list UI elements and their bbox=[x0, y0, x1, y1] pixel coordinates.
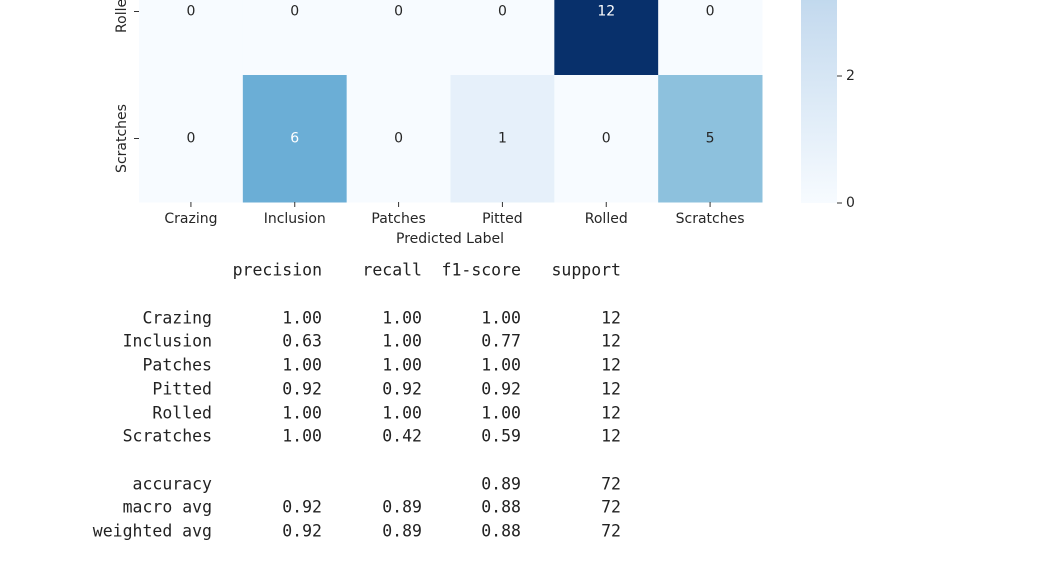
colorbar-tick-label: 0 bbox=[846, 195, 855, 211]
report-cell: 1.00 bbox=[382, 356, 422, 375]
report-cell: 1.00 bbox=[382, 332, 422, 351]
report-cell: 12 bbox=[601, 427, 621, 446]
report-cell: 0.92 bbox=[382, 380, 422, 399]
heatmap-cell bbox=[139, 75, 244, 203]
cell-value: 0 bbox=[498, 4, 507, 20]
report-cell: 1.00 bbox=[282, 309, 322, 328]
cell-value: 0 bbox=[186, 4, 195, 20]
heatmap-cell bbox=[242, 75, 348, 203]
report-cell: 1.00 bbox=[282, 404, 322, 423]
report-row-label: Crazing bbox=[142, 309, 212, 328]
report-row-label: Patches bbox=[142, 356, 212, 375]
cell-value: 0 bbox=[706, 4, 715, 20]
y-tick-label: Rolled bbox=[114, 0, 130, 33]
report-cell: 1.00 bbox=[382, 309, 422, 328]
report-cell: 12 bbox=[601, 356, 621, 375]
x-tick-label: Crazing bbox=[164, 211, 217, 227]
report-cell: 0.59 bbox=[481, 427, 521, 446]
cell-value: 1 bbox=[498, 131, 507, 147]
report-cell: 0.92 bbox=[282, 498, 322, 517]
heatmap-cell bbox=[554, 75, 659, 203]
report-cell: 0.92 bbox=[282, 522, 322, 541]
heatmap-cell bbox=[554, 0, 659, 76]
cell-value: 0 bbox=[290, 4, 299, 20]
report-cell: 1.00 bbox=[481, 356, 521, 375]
x-axis-label: Predicted Label bbox=[396, 231, 504, 247]
report-header: f1-score bbox=[442, 261, 521, 280]
report-row-label: Rolled bbox=[152, 404, 212, 423]
report-cell: 0.88 bbox=[481, 498, 521, 517]
heatmap-cell bbox=[658, 0, 763, 76]
report-cell: 12 bbox=[601, 332, 621, 351]
report-cell: 0.63 bbox=[282, 332, 322, 351]
cell-value: 0 bbox=[394, 4, 403, 20]
report-cell: 0.88 bbox=[481, 522, 521, 541]
x-tick-label: Inclusion bbox=[264, 211, 326, 227]
heatmap-cell bbox=[450, 0, 555, 76]
report-row-label: macro avg bbox=[123, 498, 212, 517]
colorbar bbox=[801, 0, 837, 203]
report-cell: 12 bbox=[601, 404, 621, 423]
report-cell: 72 bbox=[601, 475, 621, 494]
colorbar-tick-label: 2 bbox=[846, 68, 855, 84]
report-cell: 0.42 bbox=[382, 427, 422, 446]
report-cell: 1.00 bbox=[481, 404, 521, 423]
report-cell: 72 bbox=[601, 498, 621, 517]
report-cell: 0.77 bbox=[481, 332, 521, 351]
report-cell: 1.00 bbox=[282, 427, 322, 446]
report-cell: 1.00 bbox=[282, 356, 322, 375]
report-cell: 0.89 bbox=[382, 498, 422, 517]
report-cell: 12 bbox=[601, 380, 621, 399]
report-header: support bbox=[551, 261, 621, 280]
x-tick-label: Rolled bbox=[585, 211, 628, 227]
report-header: precision bbox=[233, 261, 322, 280]
cell-value: 6 bbox=[290, 131, 299, 147]
report-header: recall bbox=[362, 261, 422, 280]
report-row-label: Pitted bbox=[152, 380, 212, 399]
report-cell: 0.92 bbox=[481, 380, 521, 399]
report-row-label: Scratches bbox=[123, 427, 212, 446]
heatmap-cell bbox=[658, 75, 763, 203]
heatmap-cell bbox=[346, 0, 451, 76]
report-cell: 12 bbox=[601, 309, 621, 328]
report-row-label: weighted avg bbox=[93, 522, 212, 541]
report-row-label: accuracy bbox=[133, 475, 213, 494]
y-tick-label: Scratches bbox=[114, 104, 130, 173]
heatmap-cell bbox=[242, 0, 348, 76]
heatmap-cell bbox=[346, 75, 451, 203]
report-row-label: Inclusion bbox=[123, 332, 212, 351]
heatmap-cell bbox=[139, 0, 244, 76]
report-cell: 0.89 bbox=[481, 475, 521, 494]
report-cell: 0.89 bbox=[382, 522, 422, 541]
x-tick-label: Pitted bbox=[482, 211, 523, 227]
report-cell: 0.92 bbox=[282, 380, 322, 399]
report-cell: 1.00 bbox=[382, 404, 422, 423]
x-tick-label: Patches bbox=[371, 211, 425, 227]
cell-value: 0 bbox=[602, 131, 611, 147]
report-cell: 1.00 bbox=[481, 309, 521, 328]
cell-value: 5 bbox=[706, 131, 715, 147]
cell-value: 0 bbox=[394, 131, 403, 147]
x-tick-label: Scratches bbox=[676, 211, 745, 227]
heatmap-cell bbox=[450, 75, 555, 203]
report-cell: 72 bbox=[601, 522, 621, 541]
cell-value: 0 bbox=[186, 131, 195, 147]
cell-value: 12 bbox=[597, 4, 615, 20]
